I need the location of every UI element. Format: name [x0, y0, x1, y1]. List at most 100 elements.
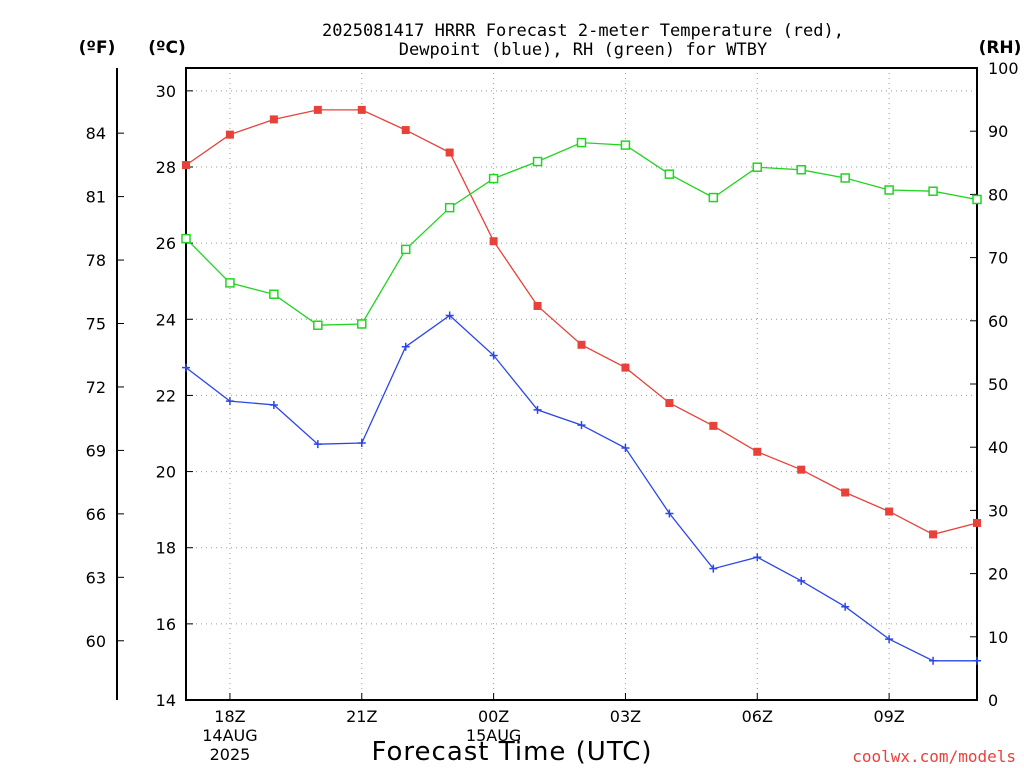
temperature-point	[885, 507, 894, 516]
rh-point	[225, 278, 235, 288]
temperature-point	[182, 161, 190, 170]
f-tick-label: 66	[86, 505, 106, 524]
dewpoint-point	[182, 363, 190, 372]
axes	[116, 67, 978, 701]
rh-tick-label: 20	[988, 565, 1008, 584]
temperature-point	[533, 301, 542, 310]
rh-tick-label: 80	[988, 185, 1008, 204]
dewpoint-point	[885, 635, 894, 644]
dewpoint-point	[841, 602, 850, 611]
rh-point	[796, 165, 806, 175]
rh-point	[576, 137, 587, 148]
x-tick-label: 09Z	[873, 707, 904, 726]
rh-point	[752, 162, 763, 172]
dewpoint-point	[269, 400, 278, 409]
x-tick-label: 03Z	[610, 707, 641, 726]
f-tick-label: 60	[86, 632, 106, 651]
x-tick-label: 00Z	[478, 707, 509, 726]
temperature-point	[489, 237, 498, 246]
rh-tick-label: 100	[988, 59, 1019, 78]
rh-tick-label: 50	[988, 375, 1008, 394]
rh-point	[664, 169, 675, 179]
dewpoint-point	[489, 351, 498, 360]
temperature-point	[313, 105, 322, 114]
data-series	[181, 105, 982, 665]
rh-tick-label: 0	[988, 691, 998, 710]
grid-lines	[186, 68, 977, 701]
rh-point	[400, 244, 411, 255]
temperature-point	[973, 518, 981, 527]
temperature-point	[753, 447, 762, 456]
chart-title-line2: Dewpoint (blue), RH (green) for WTBY	[399, 40, 767, 60]
rh-point	[972, 194, 982, 205]
series-temperature	[182, 105, 981, 539]
temperature-point	[929, 530, 938, 539]
dewpoint-point	[929, 656, 938, 665]
dewpoint-point	[973, 656, 981, 665]
rh-tick-label: 90	[988, 122, 1008, 141]
rh-tick-label: 70	[988, 249, 1008, 268]
x-tick-year-label: 2025	[210, 745, 251, 764]
temperature-point	[401, 126, 410, 135]
rh-tick-label: 30	[988, 501, 1008, 520]
rh-point	[269, 289, 279, 300]
temperature-point	[841, 488, 850, 497]
rh-axis-unit: (RH)	[979, 38, 1022, 58]
fahrenheit-axis-unit: (ºF)	[79, 38, 116, 58]
tick-labels: 14 16 18 20 22 24 26 28 30 60 63 66 69 72 75 78 81 84 0 10 2…	[86, 59, 1019, 764]
dewpoint-line	[185, 314, 977, 662]
f-tick-label: 84	[86, 124, 106, 143]
c-tick-label: 20	[156, 463, 176, 482]
chart-title-line1: 2025081417 HRRR Forecast 2-meter Tempera…	[322, 21, 844, 41]
celsius-axis-unit: (ºC)	[148, 38, 186, 58]
f-tick-label: 63	[86, 568, 106, 587]
f-tick-label: 75	[86, 315, 106, 334]
rh-point	[884, 185, 894, 195]
c-tick-label: 30	[156, 82, 176, 101]
temperature-point	[269, 115, 278, 124]
f-tick-label: 81	[86, 188, 106, 207]
x-tick-label: 18Z	[214, 707, 245, 726]
rh-point	[928, 186, 938, 196]
series-rh	[181, 137, 982, 330]
c-tick-label: 18	[156, 539, 176, 558]
c-tick-label: 26	[156, 234, 176, 253]
x-tick-date-label: 15AUG	[466, 726, 521, 745]
rh-tick-label: 60	[988, 312, 1008, 331]
temperature-point	[225, 130, 234, 139]
rh-tick-label: 40	[988, 438, 1008, 457]
rh-point	[444, 202, 455, 213]
rh-tick-label: 10	[988, 628, 1008, 647]
x-tick-date-label: 14AUG	[202, 726, 257, 745]
temperature-point	[665, 399, 674, 408]
rh-point	[840, 173, 850, 183]
rh-point	[313, 320, 323, 330]
x-axis-label: Forecast Time (UTC)	[371, 737, 652, 767]
temperature-point	[357, 105, 366, 114]
f-tick-label: 72	[86, 378, 106, 397]
temperature-point	[445, 148, 454, 157]
rh-line	[185, 141, 978, 326]
x-tick-label: 06Z	[742, 707, 773, 726]
dewpoint-point	[445, 311, 454, 320]
c-tick-label: 22	[156, 386, 176, 405]
dewpoint-point	[401, 342, 410, 351]
rh-point	[488, 173, 499, 184]
rh-point	[620, 140, 631, 150]
dewpoint-point	[357, 439, 366, 448]
temperature-point	[621, 363, 630, 372]
temperature-point	[797, 465, 806, 474]
f-tick-label: 69	[86, 441, 106, 460]
dewpoint-point	[709, 564, 718, 573]
rh-point	[532, 156, 543, 167]
plot-frame	[185, 67, 978, 701]
temperature-line	[185, 109, 978, 536]
c-tick-label: 24	[156, 310, 176, 329]
temperature-point	[709, 421, 718, 430]
c-tick-label: 14	[156, 691, 176, 710]
c-tick-label: 28	[156, 158, 176, 177]
site-credit: coolwx.com/models	[852, 747, 1016, 766]
x-tick-label: 21Z	[346, 707, 377, 726]
dewpoint-point	[753, 553, 762, 562]
